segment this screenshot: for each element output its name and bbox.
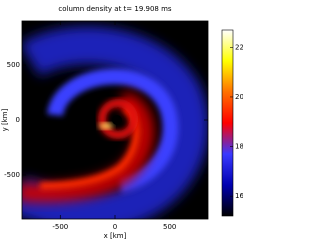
colorbar-tick-label: 22 [235,43,243,51]
x-axis-label: x [km] [104,232,127,240]
x-tick-label: -500 [52,223,68,231]
y-tick-label: -500 [4,171,20,179]
chart-title: column density at t= 19.908 ms [58,5,172,13]
chart: column density at t= 19.908 ms x [km] y … [1,5,243,240]
colorbar [221,29,234,217]
colorbar-tick-label: 18 [235,143,243,151]
density-image [22,21,208,219]
x-tick-label: 500 [163,223,176,231]
y-tick-label: 0 [16,116,20,124]
colorbar-tick-label: 20 [235,93,243,101]
y-axis-label: y [km] [1,108,9,131]
y-tick-label: 500 [7,61,20,69]
x-tick-label: 0 [113,223,117,231]
colorbar-tick-label: 16 [235,192,243,200]
